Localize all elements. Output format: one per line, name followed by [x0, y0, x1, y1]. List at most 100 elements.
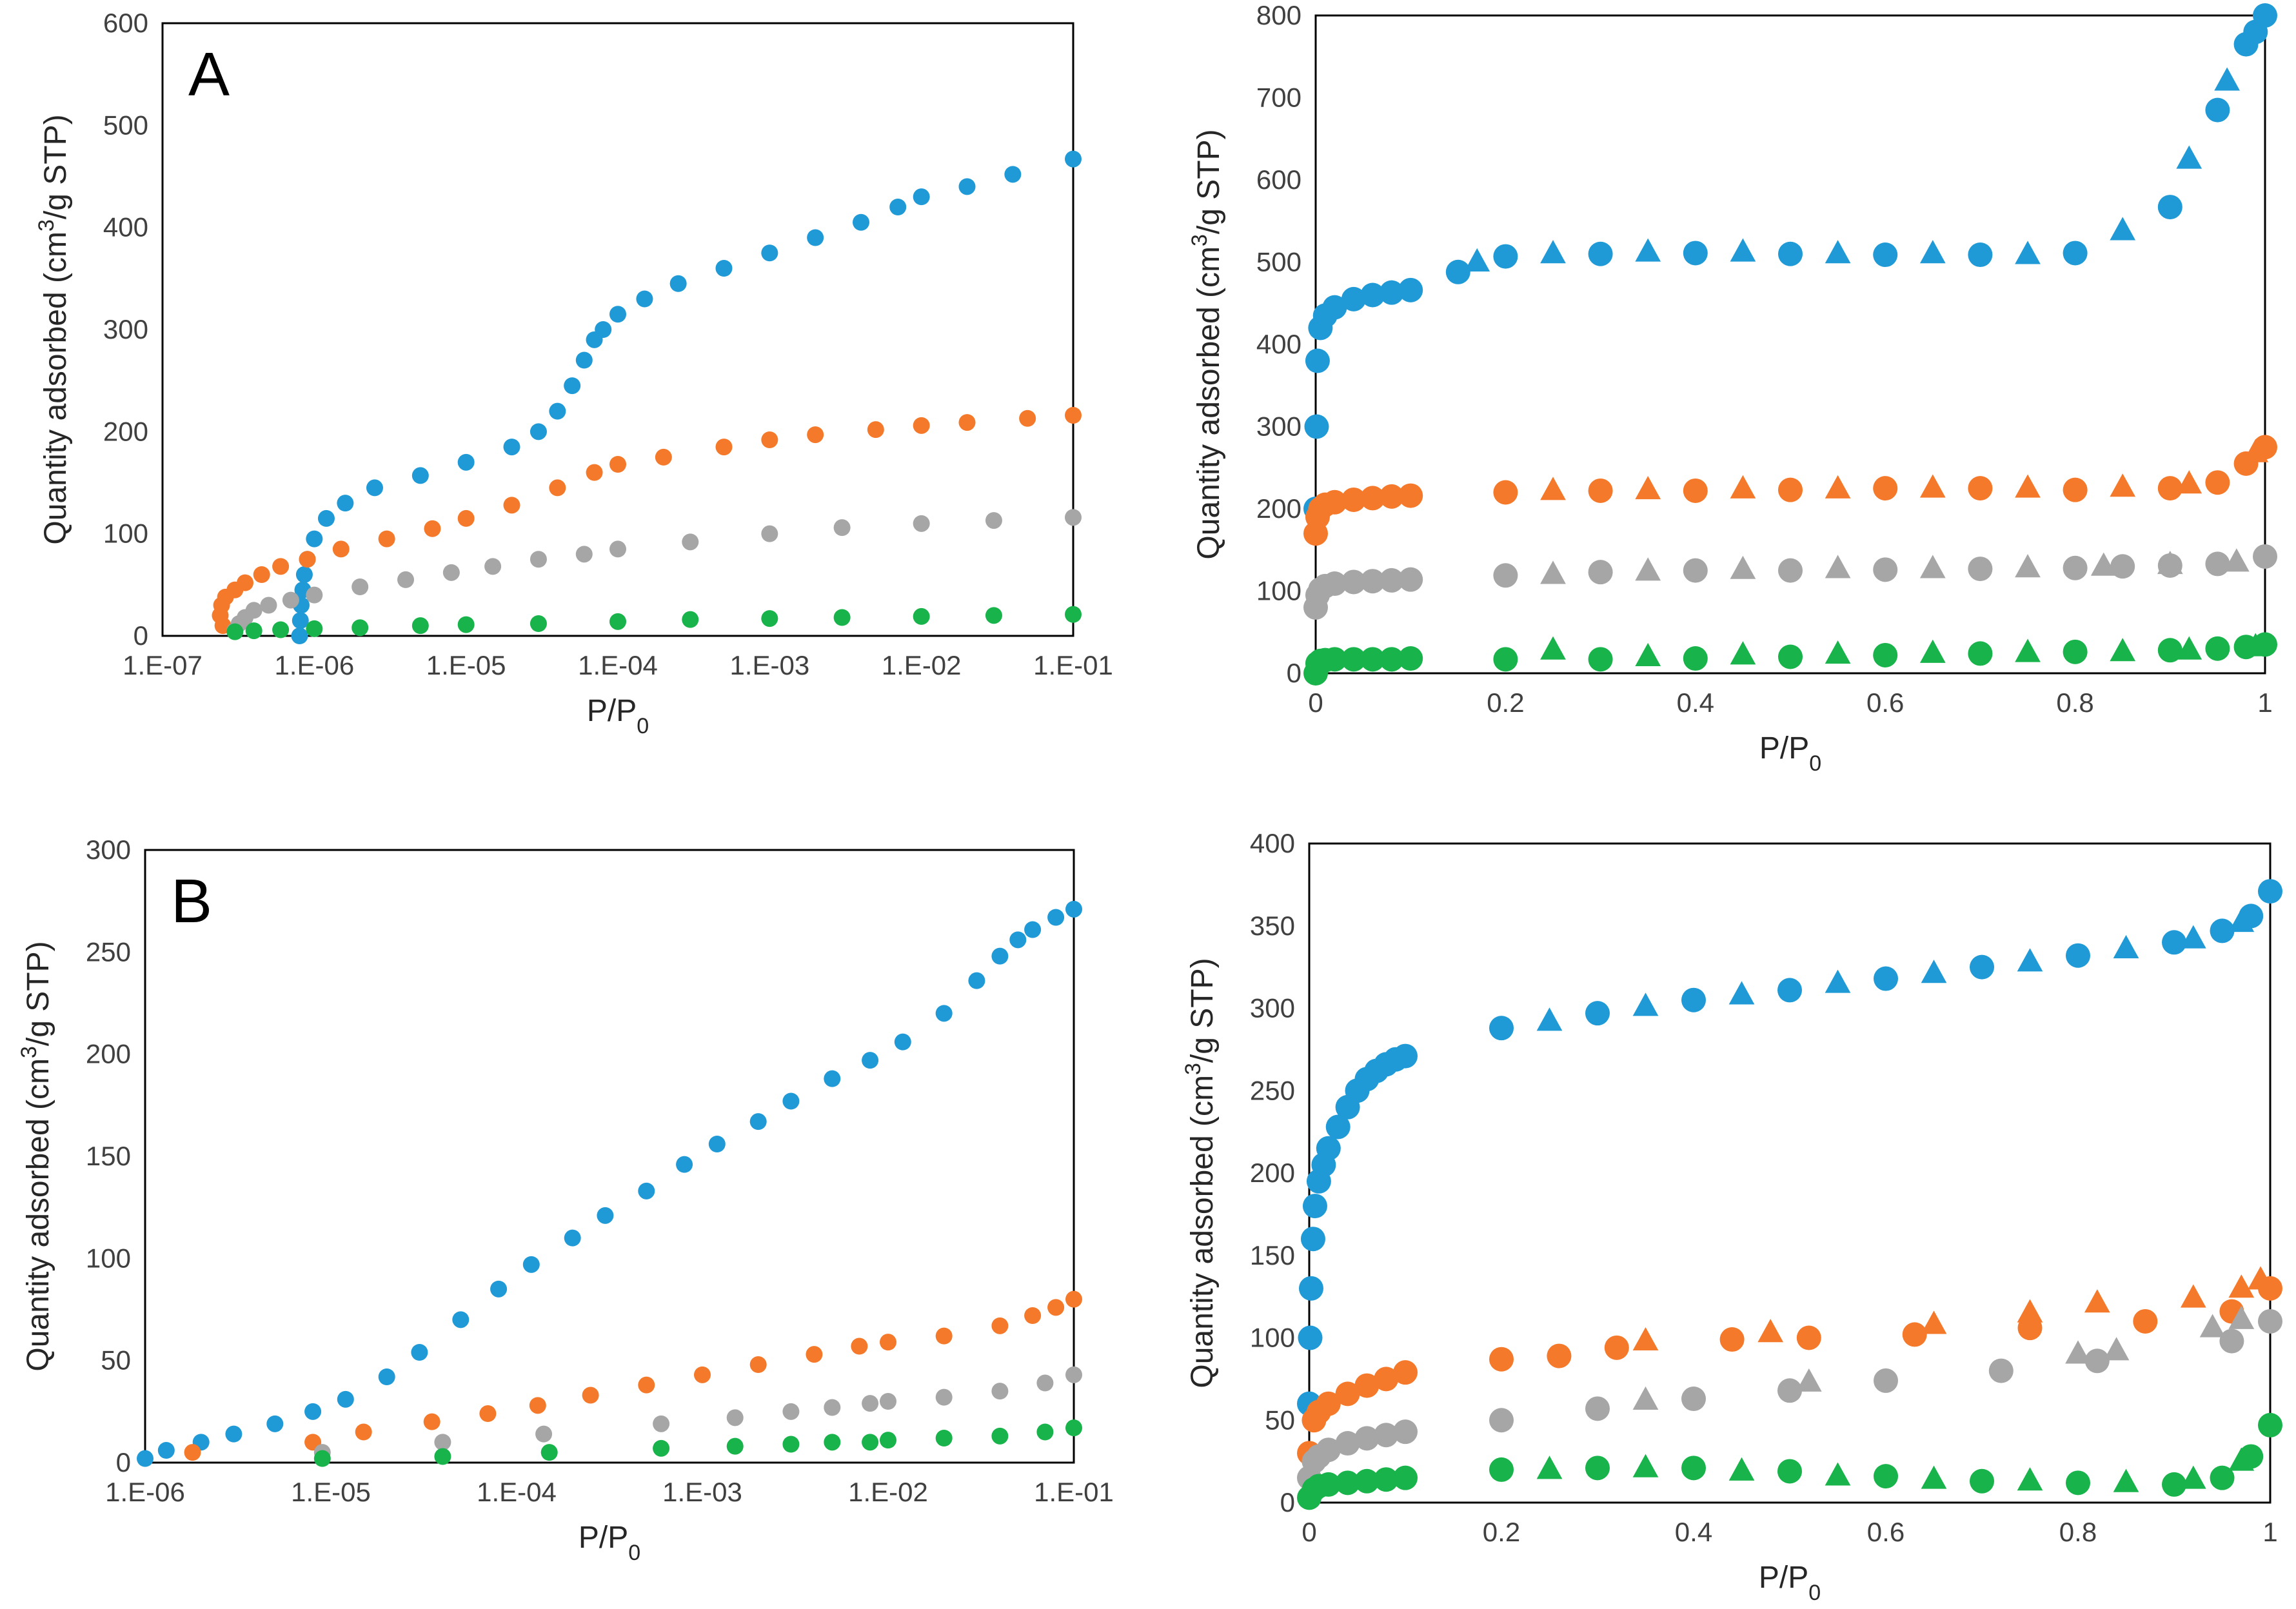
data-point: [540, 1444, 558, 1461]
data-point-triangle: [1635, 557, 1661, 581]
data-point: [958, 178, 976, 195]
data-point-triangle: [2015, 638, 2041, 662]
data-point: [332, 540, 350, 558]
data-point: [726, 1437, 744, 1455]
data-point: [1398, 277, 1423, 302]
y-tick-label: 600: [1256, 164, 1301, 195]
data-point: [1360, 647, 1385, 672]
data-point: [636, 290, 653, 308]
x-tick-label: 1.E-04: [578, 650, 658, 680]
data-point: [1019, 410, 1036, 427]
data-point: [2133, 1308, 2158, 1334]
data-point: [484, 558, 502, 575]
data-point-triangle: [2113, 1468, 2139, 1492]
data-point-triangle: [1921, 960, 1947, 983]
data-point: [968, 972, 985, 989]
data-point: [397, 571, 415, 588]
data-point: [824, 1399, 841, 1416]
data-point: [479, 1405, 497, 1422]
plot-frame: [1314, 14, 2266, 675]
data-point-triangle: [2065, 1340, 2091, 1364]
data-point: [1360, 486, 1385, 511]
data-point-triangle: [1540, 560, 1566, 584]
data-point: [1968, 557, 1993, 582]
data-point: [1970, 1468, 1994, 1494]
data-point-triangle: [2242, 633, 2269, 656]
data-point: [2205, 551, 2230, 577]
data-point: [1874, 1464, 1898, 1489]
x-axis-label: P/P0: [587, 694, 649, 738]
data-point: [1796, 1325, 1821, 1350]
y-tick-label: 100: [86, 1243, 131, 1273]
data-point-triangle: [1464, 248, 1490, 271]
data-point: [833, 519, 851, 537]
data-point: [266, 1415, 284, 1432]
data-point: [1302, 1194, 1327, 1219]
data-point: [2063, 477, 2088, 502]
data-point: [1970, 954, 1994, 980]
data-point: [1778, 241, 1803, 266]
x-tick-label: 0.4: [1675, 1517, 1712, 1547]
data-point: [682, 611, 699, 628]
y-tick-label: 50: [101, 1345, 131, 1376]
data-point: [761, 244, 778, 262]
y-tick-label: 0: [1280, 1487, 1295, 1517]
data-point: [597, 1207, 614, 1224]
panel-label: A: [188, 40, 230, 109]
data-point-triangle: [1540, 240, 1566, 264]
data-point-triangle: [1825, 555, 1851, 578]
data-point: [2258, 1308, 2282, 1334]
data-point: [1398, 567, 1423, 592]
data-point: [1585, 1456, 1610, 1481]
data-point-triangle: [2090, 552, 2117, 576]
data-point: [669, 275, 687, 292]
data-point: [1065, 1419, 1082, 1437]
y-tick-label: 300: [1256, 411, 1301, 442]
data-point: [609, 456, 626, 473]
data-point-triangle: [1632, 1454, 1659, 1477]
data-point: [490, 1280, 508, 1298]
data-point-triangle: [1540, 636, 1566, 660]
y-tick-label: 150: [1250, 1240, 1295, 1270]
data-point: [1778, 644, 1803, 669]
data-point: [749, 1356, 767, 1373]
data-point: [245, 602, 262, 619]
chart-B-log: 0 50 100 150 200 250 300 1.E-06 1.E-05 1.E-04 1.E-…: [17, 834, 1114, 1565]
data-point: [1681, 1387, 1706, 1412]
data-point-triangle: [2110, 638, 2136, 662]
data-point-triangle: [2017, 1467, 2043, 1491]
data-point: [913, 417, 930, 434]
data-point: [1393, 1360, 1418, 1385]
data-point: [1393, 1465, 1418, 1490]
plot-frame: [144, 849, 1075, 1464]
data-point: [1604, 1335, 1629, 1360]
y-tick-label: 250: [86, 936, 131, 967]
data-point-triangle: [1536, 1007, 1563, 1031]
data-point: [411, 617, 429, 635]
data-point: [1681, 987, 1706, 1012]
data-point: [1588, 241, 1613, 266]
data-point: [913, 188, 930, 206]
data-points: [1303, 3, 2277, 686]
data-point: [862, 1395, 879, 1412]
data-point-triangle: [1921, 1465, 1947, 1489]
data-point: [1398, 483, 1423, 508]
data-points: [1297, 879, 2282, 1510]
data-point-triangle: [1730, 555, 1756, 579]
data-point: [522, 1256, 540, 1273]
data-point: [715, 260, 733, 277]
data-point: [1874, 966, 1898, 991]
data-point: [2157, 638, 2182, 663]
data-point: [2157, 195, 2182, 220]
data-point: [2066, 1470, 2090, 1495]
data-point: [609, 540, 626, 558]
data-point: [1493, 647, 1518, 672]
data-point: [1298, 1276, 1323, 1301]
data-point: [991, 947, 1009, 965]
data-point: [851, 1338, 868, 1355]
data-point: [2157, 476, 2182, 501]
x-tick-label: 1.E-01: [1034, 1477, 1114, 1507]
data-point: [935, 1430, 953, 1446]
data-point: [761, 431, 778, 448]
data-point: [1873, 642, 1898, 667]
